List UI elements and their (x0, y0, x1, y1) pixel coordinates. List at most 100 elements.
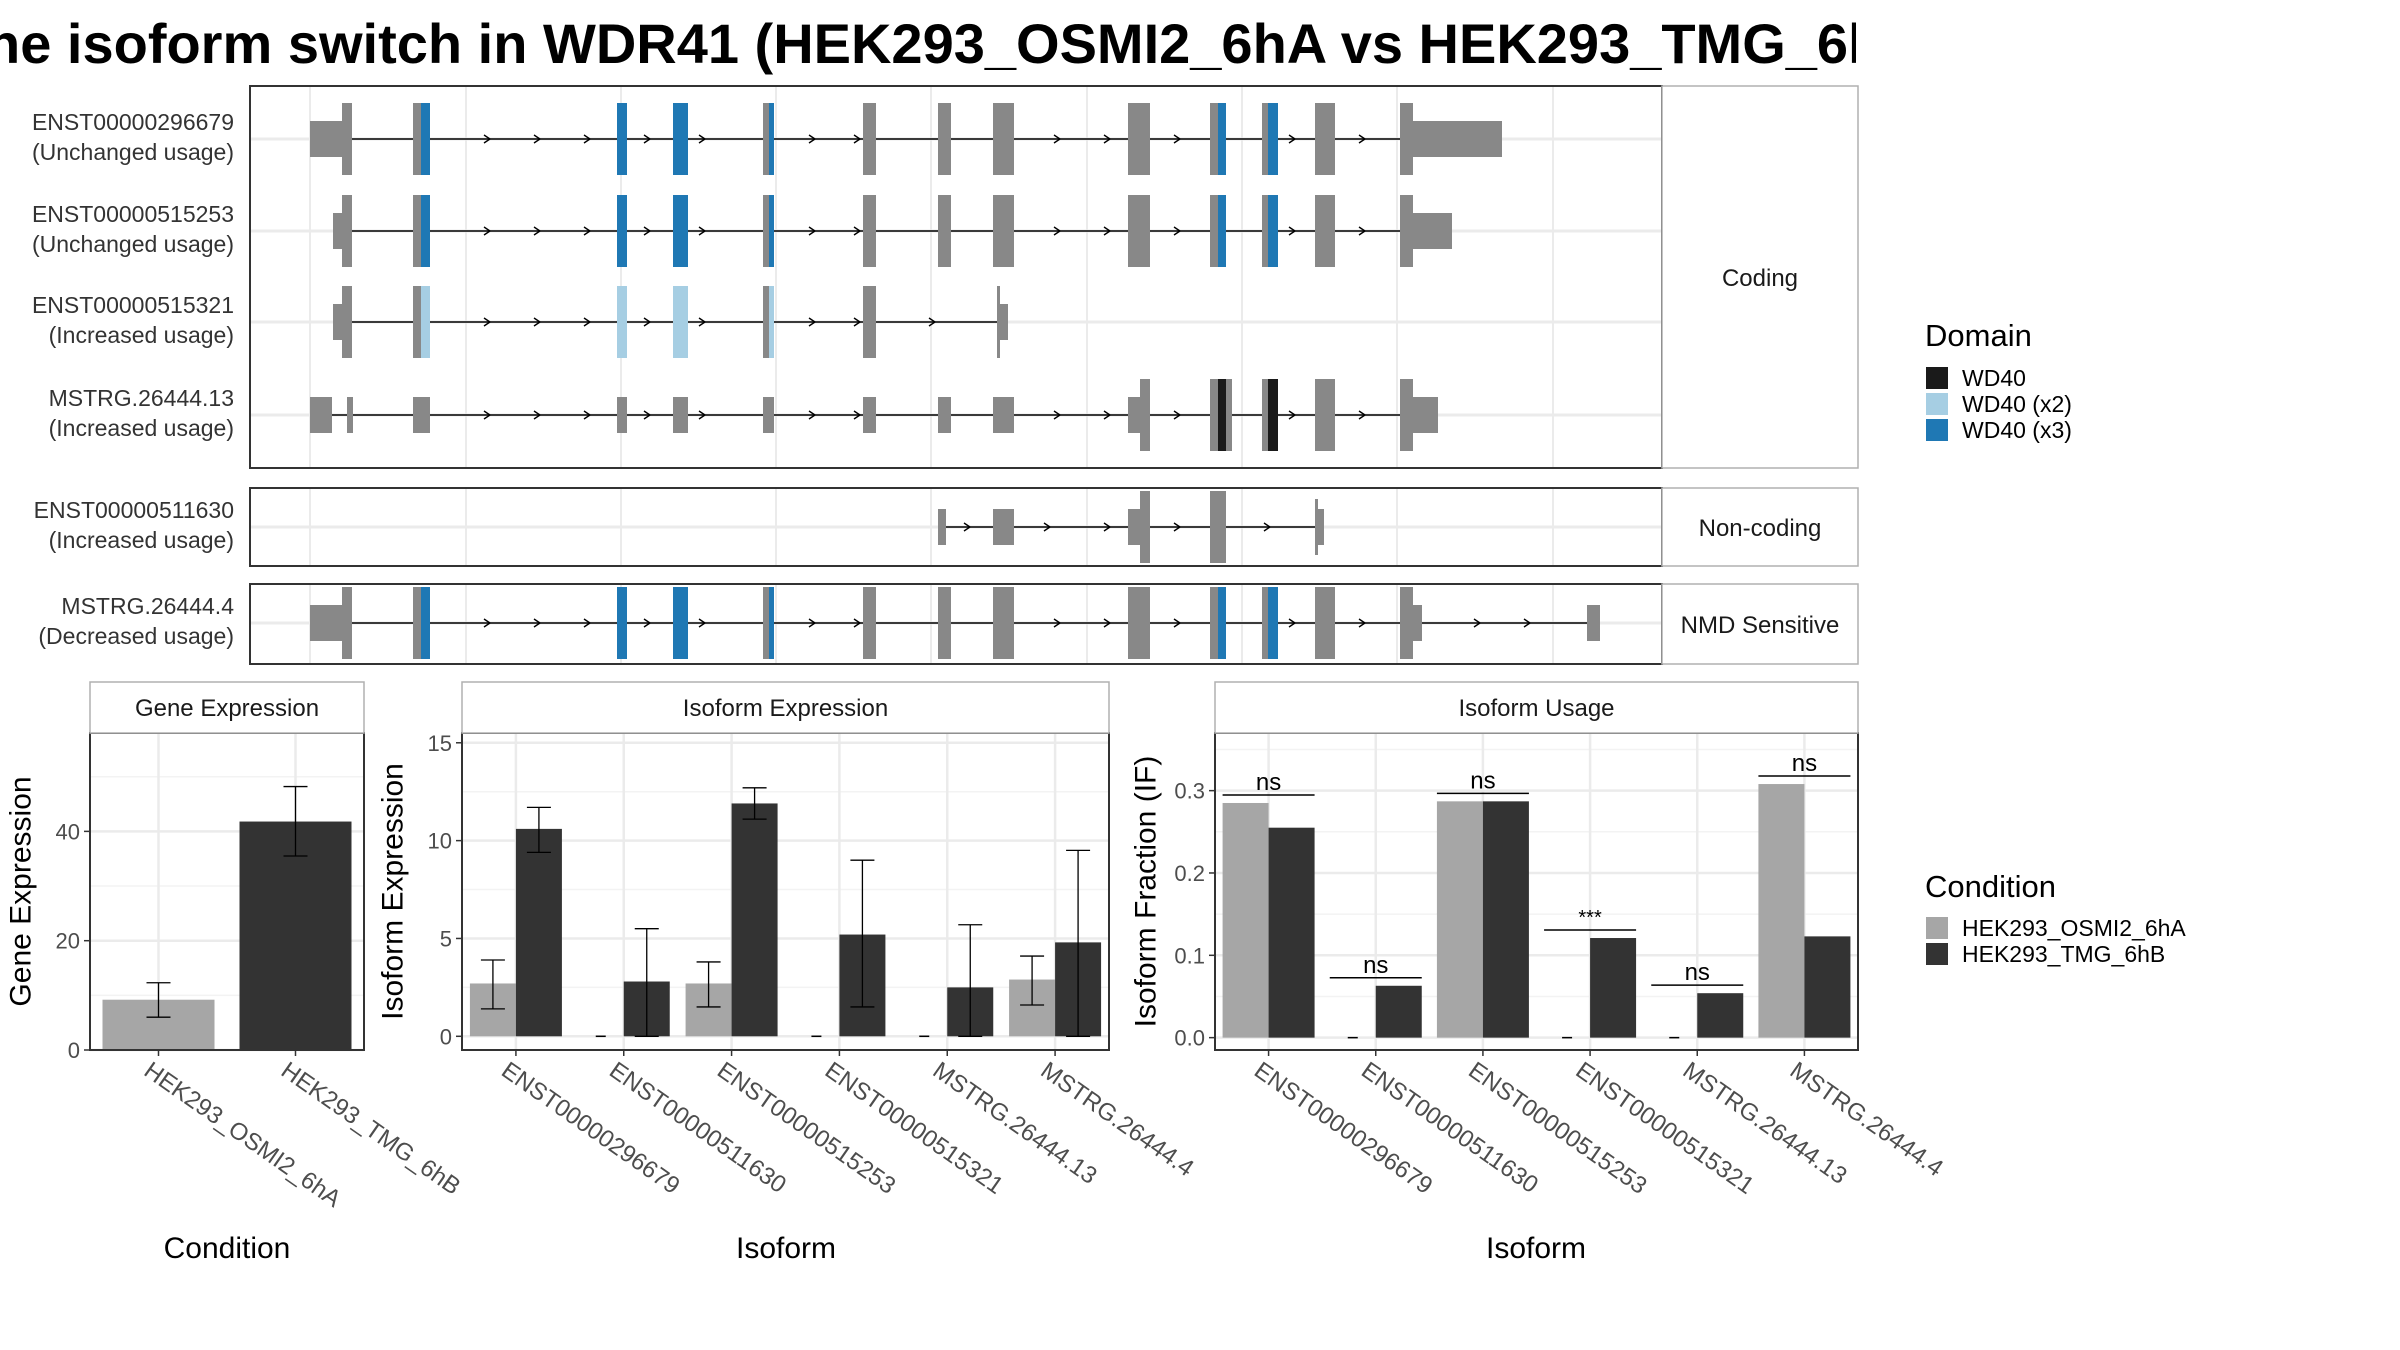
exon (413, 103, 421, 175)
strand-arrow (1053, 134, 1062, 144)
exon (1140, 491, 1150, 563)
bar (1804, 936, 1851, 1038)
exon (938, 509, 946, 545)
exon (673, 397, 688, 433)
strand-arrow (583, 618, 592, 628)
strand-arrow (533, 410, 542, 420)
exon (333, 213, 342, 249)
strand-arrow (1173, 226, 1182, 236)
domain-exon (1268, 103, 1278, 175)
panel-strip-label: Non-coding (1699, 515, 1822, 542)
exon (1000, 304, 1008, 340)
strand-arrow (1358, 134, 1367, 144)
significance-label: ns (1792, 750, 1817, 777)
x-tick-label: ENST00000511630 (604, 1057, 791, 1199)
x-axis-title: Isoform (1486, 1232, 1586, 1265)
strand-arrow (483, 618, 492, 628)
y-tick-label: 0 (68, 1038, 80, 1063)
panel-strip (461, 681, 1110, 734)
transcript-model (310, 103, 1502, 175)
strand-arrow (1103, 134, 1112, 144)
exon (1226, 379, 1232, 451)
transcript-model (333, 195, 1452, 267)
error-bar (1066, 849, 1091, 1037)
transcript-structure-plot: ENST00000296679 (Unchanged usage) ENST0000… (32, 85, 1859, 665)
error-bar (146, 982, 171, 1018)
significance-label: *** (1578, 907, 1602, 929)
domain-exon (769, 195, 774, 267)
bar (1482, 801, 1529, 1038)
strand-arrow (698, 317, 707, 327)
y-axis-title: Gene Expression (5, 776, 38, 1006)
condition-legend-title: Condition (1925, 869, 2056, 904)
strand-arrow (583, 410, 592, 420)
exon (1210, 103, 1218, 175)
x-tick-label: ENST00000511630 (1356, 1057, 1543, 1199)
strand-arrow (643, 317, 652, 327)
panel-strip (89, 681, 365, 734)
significance-label: ns (1470, 767, 1495, 794)
exon (1315, 499, 1318, 555)
exon (1315, 379, 1335, 451)
exon (863, 103, 876, 175)
y-tick-label: 0.2 (1174, 861, 1205, 886)
exon (1210, 587, 1218, 659)
domain-exon (617, 103, 627, 175)
strand-arrow (1173, 618, 1182, 628)
strand-arrow (1173, 522, 1182, 532)
strand-arrow (853, 317, 862, 327)
exon (1413, 397, 1438, 433)
bar (1590, 938, 1637, 1038)
domain-exon (421, 286, 430, 358)
exon (1315, 103, 1335, 175)
strand-arrow (698, 134, 707, 144)
exon (333, 304, 342, 340)
exon (1128, 397, 1140, 433)
transcript-id-label: ENST00000296679 (32, 109, 234, 135)
y-tick-label: 15 (428, 731, 452, 756)
domain-exon (673, 195, 688, 267)
legend-label: WD40 (1962, 365, 2026, 391)
transcript-usage-label: (Increased usage) (49, 415, 234, 441)
strand-arrow (1263, 522, 1272, 532)
exon (1128, 587, 1150, 659)
y-tick-label: 10 (428, 829, 452, 854)
domain-exon (1218, 103, 1226, 175)
error-bar (850, 859, 875, 1008)
strand-arrow (533, 134, 542, 144)
x-axis-title: Isoform (736, 1232, 836, 1265)
strand-arrow (1173, 410, 1182, 420)
exon (763, 103, 769, 175)
bar (1697, 993, 1744, 1038)
strand-arrow (1473, 618, 1482, 628)
exon (763, 587, 769, 659)
transcript-model (310, 587, 1600, 659)
strand-arrow (483, 226, 492, 236)
strand-arrow (808, 226, 817, 236)
strand-arrow (853, 226, 862, 236)
strand-arrow (1288, 410, 1297, 420)
exon (863, 587, 876, 659)
domain-exon (617, 587, 627, 659)
exon (993, 397, 1014, 433)
strand-arrow (853, 134, 862, 144)
domain-exon (617, 195, 627, 267)
exon (1400, 379, 1413, 451)
bar (515, 828, 562, 1037)
bar (1758, 784, 1805, 1038)
exon (1413, 605, 1422, 641)
exon (342, 195, 352, 267)
exon (1318, 509, 1324, 545)
legend-label: WD40 (x3) (1962, 417, 2072, 443)
strand-arrow (1358, 410, 1367, 420)
domain-exon (769, 103, 774, 175)
legend-swatch (1926, 917, 1948, 939)
exon (1128, 195, 1150, 267)
exon (1262, 195, 1268, 267)
domain-exon (673, 103, 688, 175)
strand-arrow (643, 410, 652, 420)
strand-arrow (1288, 618, 1297, 628)
legend-label: WD40 (x2) (1962, 391, 2072, 417)
strand-arrow (483, 134, 492, 144)
y-tick-label: 0.0 (1174, 1026, 1205, 1051)
